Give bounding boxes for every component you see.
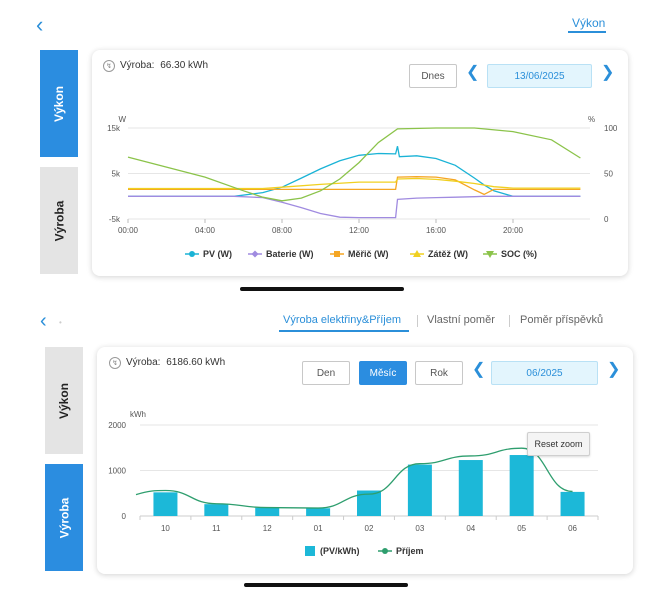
side-tab-production-label: Výroba: [52, 200, 66, 241]
power-yield-value: 66.30 kWh: [160, 60, 209, 71]
power-yield: Výroba: 66.30 kWh: [120, 60, 208, 71]
power-yield-label: Výroba:: [120, 60, 155, 71]
power-icon: ↯: [109, 357, 121, 369]
power-icon: ↯: [103, 60, 115, 72]
period-year-button[interactable]: Rok: [415, 361, 463, 385]
home-indicator: [244, 583, 408, 587]
period-day-button[interactable]: Den: [302, 361, 350, 385]
tab-separator: [509, 315, 510, 327]
side-tab-production[interactable]: Výroba: [40, 167, 78, 274]
side-tab-power-label: Výkon: [56, 382, 71, 419]
home-indicator: [240, 287, 404, 291]
tab-power[interactable]: Výkon: [572, 16, 606, 30]
prev-date-arrow-icon[interactable]: ❮: [472, 361, 486, 378]
tab-contribution-ratio[interactable]: Poměr příspěvků: [520, 314, 604, 326]
period-month-button[interactable]: Měsíc: [359, 361, 407, 385]
side-tab-power[interactable]: Výkon: [40, 50, 78, 157]
next-date-arrow-icon[interactable]: ❯: [607, 361, 621, 378]
next-date-arrow-icon[interactable]: ❯: [601, 64, 615, 81]
production-yield-label: Výroba:: [126, 357, 161, 368]
reset-zoom-button[interactable]: Reset zoom: [527, 432, 590, 456]
production-date-picker[interactable]: 06/2025: [491, 361, 598, 385]
back-arrow-icon[interactable]: ‹: [36, 12, 44, 37]
back-arrow-icon-2[interactable]: ‹: [40, 310, 47, 332]
power-date-picker[interactable]: 13/06/2025: [487, 64, 592, 88]
production-yield-value: 6186.60 kWh: [166, 357, 226, 368]
side-tab-production[interactable]: Výroba: [45, 464, 83, 571]
dot-separator: •: [59, 318, 62, 327]
prev-date-arrow-icon[interactable]: ❮: [466, 64, 480, 81]
side-tab-production-label: Výroba: [57, 497, 71, 538]
tab-self-ratio[interactable]: Vlastní poměr: [427, 314, 495, 326]
side-tab-power[interactable]: Výkon: [45, 347, 83, 454]
tab-production-income[interactable]: Výroba elektřiny&Příjem: [283, 314, 401, 326]
tab-production-income-underline: [279, 330, 409, 332]
production-yield: Výroba: 6186.60 kWh: [126, 357, 225, 368]
tab-separator: [417, 315, 418, 327]
side-tab-power-label: Výkon: [51, 85, 66, 122]
today-button[interactable]: Dnes: [409, 64, 457, 88]
tab-power-underline: [568, 31, 606, 33]
